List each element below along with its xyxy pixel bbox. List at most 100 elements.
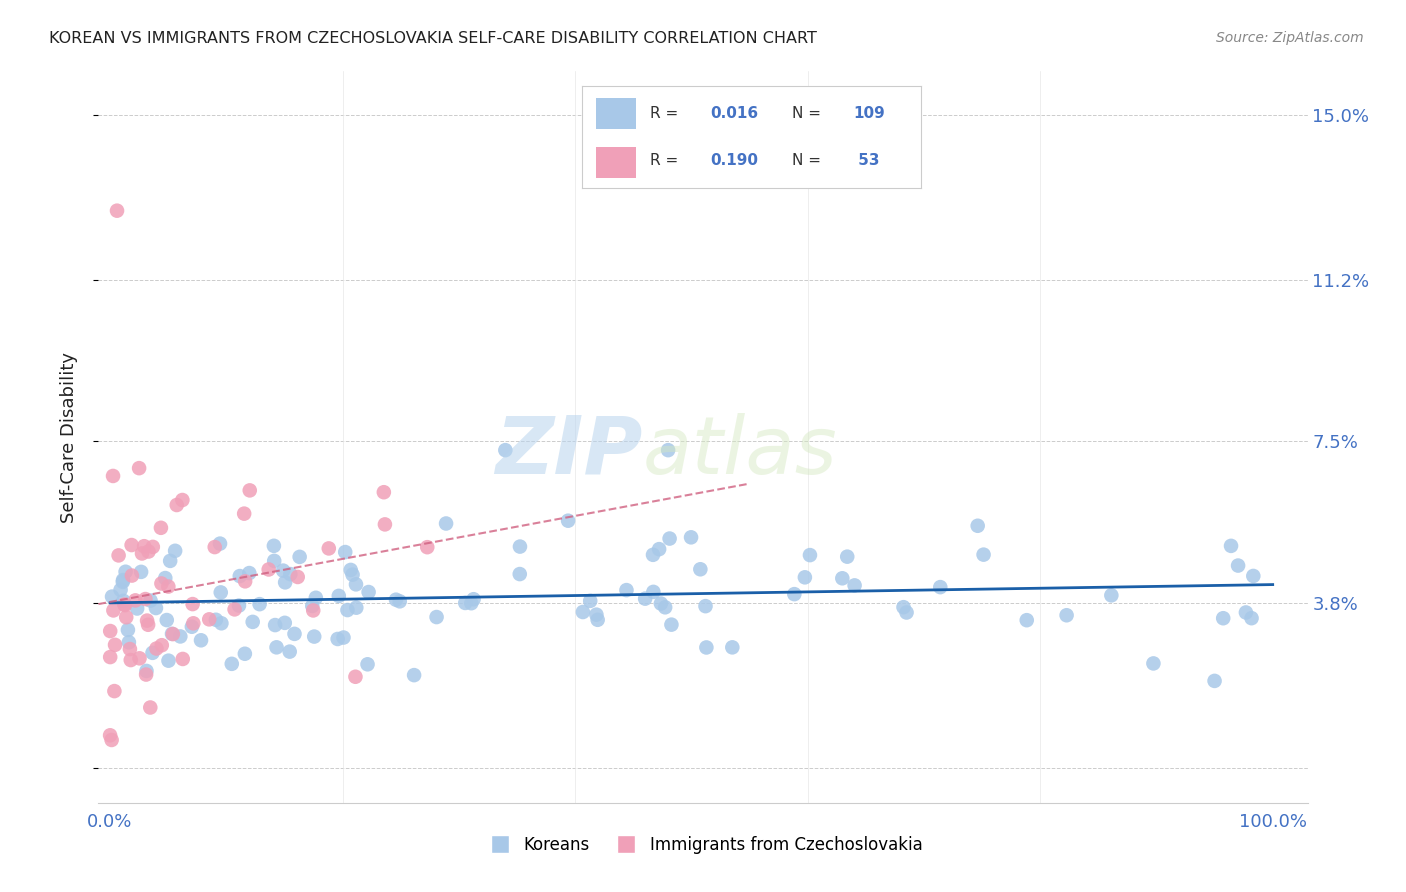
Point [160, 627, 183, 641]
Point [127, 601, 149, 615]
Point [131, 546, 153, 560]
Text: ZIP: ZIP [495, 413, 643, 491]
Point [233, 507, 256, 521]
Point [278, 567, 301, 582]
Legend: Koreans, Immigrants from Czechoslovakia: Koreans, Immigrants from Czechoslovakia [477, 829, 929, 860]
Point [181, 597, 204, 611]
Point [166, 498, 188, 512]
Point [104, 638, 127, 652]
Point [266, 640, 288, 655]
Point [326, 632, 349, 646]
Point [121, 568, 143, 582]
Point [114, 565, 136, 579]
Point [156, 613, 179, 627]
Point [263, 539, 285, 553]
Y-axis label: Self-Care Disability: Self-Care Disability [59, 351, 77, 523]
Point [336, 603, 359, 617]
Point [509, 567, 531, 582]
Point [721, 640, 744, 655]
Point [844, 578, 866, 592]
Point [264, 618, 287, 632]
Point [145, 641, 167, 656]
Point [302, 630, 325, 644]
Point [172, 652, 194, 666]
Point [100, 733, 122, 747]
Point [454, 596, 477, 610]
Point [385, 592, 408, 607]
Point [209, 585, 232, 599]
Point [634, 591, 657, 606]
Point [233, 574, 256, 589]
Point [208, 536, 231, 550]
Point [249, 597, 271, 611]
Point [118, 642, 141, 657]
Point [114, 598, 136, 612]
Point [228, 599, 250, 613]
Point [301, 599, 323, 613]
Point [198, 612, 221, 626]
Point [332, 631, 354, 645]
Point [831, 571, 853, 585]
Point [287, 570, 309, 584]
Point [1099, 588, 1122, 602]
Point [169, 629, 191, 643]
Point [139, 700, 162, 714]
Point [159, 554, 181, 568]
Point [342, 567, 364, 582]
Point [145, 601, 167, 615]
Point [837, 549, 859, 564]
Point [98, 650, 121, 665]
Point [117, 623, 139, 637]
Point [893, 600, 915, 615]
Point [404, 668, 426, 682]
Point [1212, 611, 1234, 625]
Point [101, 469, 124, 483]
Point [1015, 613, 1038, 627]
Point [233, 647, 256, 661]
Point [357, 585, 380, 599]
Point [344, 577, 367, 591]
Point [557, 514, 579, 528]
Point [335, 545, 357, 559]
Point [657, 443, 679, 458]
Point [643, 585, 665, 599]
Point [183, 616, 205, 631]
Point [586, 613, 609, 627]
Point [103, 684, 125, 698]
Point [111, 574, 134, 589]
Point [238, 566, 260, 580]
Point [374, 517, 396, 532]
Point [783, 587, 806, 601]
Point [98, 728, 121, 742]
Point [434, 516, 457, 531]
Point [460, 596, 482, 610]
Point [115, 610, 138, 624]
Point [105, 203, 128, 218]
Text: Source: ZipAtlas.com: Source: ZipAtlas.com [1216, 31, 1364, 45]
Point [283, 627, 305, 641]
Point [1142, 657, 1164, 671]
Point [149, 521, 172, 535]
Point [134, 539, 156, 553]
Point [641, 548, 664, 562]
Point [695, 599, 717, 614]
Point [579, 594, 602, 608]
Point [112, 598, 135, 612]
Text: atlas: atlas [643, 413, 838, 491]
Point [224, 602, 246, 616]
Point [344, 670, 367, 684]
Point [661, 617, 683, 632]
Point [271, 564, 294, 578]
Point [288, 549, 311, 564]
Point [654, 600, 676, 615]
Point [416, 540, 439, 554]
Point [1240, 611, 1263, 625]
Point [239, 483, 262, 498]
Point [150, 576, 173, 591]
Point [118, 635, 141, 649]
Point [120, 653, 142, 667]
Point [681, 530, 703, 544]
Point [263, 554, 285, 568]
Point [157, 580, 180, 594]
Point [318, 541, 340, 556]
